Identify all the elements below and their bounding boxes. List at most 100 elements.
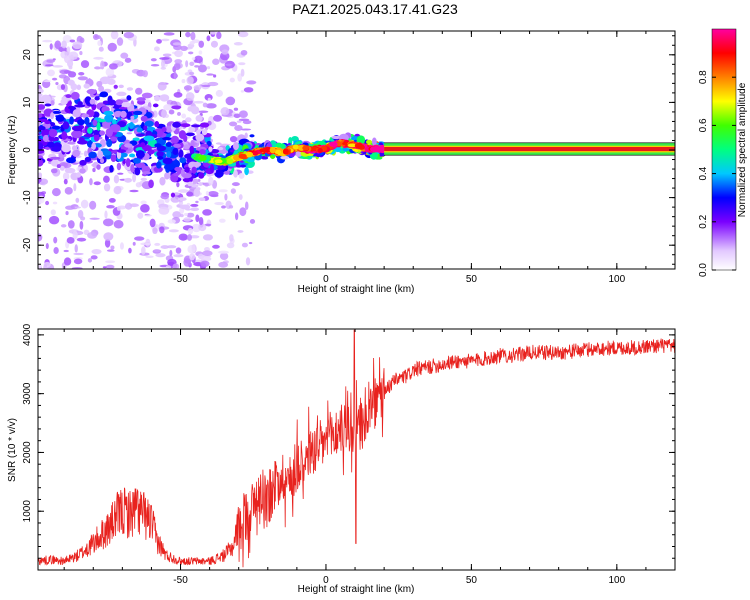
spectrogram-noise-blob xyxy=(152,227,158,235)
spectrogram-energy-blob xyxy=(198,182,203,186)
spectrogram-noise-blob xyxy=(118,84,124,89)
spectrogram-energy-blob xyxy=(49,156,61,160)
spectrogram-noise-blob xyxy=(141,246,146,255)
spectrogram-noise-blob xyxy=(240,68,245,77)
spectrogram-noise-blob xyxy=(156,39,162,44)
spectrogram-noise-blob xyxy=(189,253,196,261)
spectrogram-energy-blob xyxy=(132,110,143,116)
spectrogram-energy-blob xyxy=(109,164,114,173)
spectrogram-energy-blob xyxy=(124,177,133,183)
spectrogram-noise-blob xyxy=(107,42,117,52)
spectrogram-energy-blob xyxy=(214,169,224,178)
spectrogram-noise-blob xyxy=(220,107,230,116)
spectrogram-energy-blob xyxy=(115,99,124,106)
spectrogram-noise-blob xyxy=(175,247,182,254)
spectrogram-noise-blob xyxy=(91,248,102,255)
spectrogram-noise-blob xyxy=(237,31,249,38)
spectrogram-noise-blob xyxy=(198,50,203,55)
spectrogram-noise-blob xyxy=(157,81,167,91)
spectrogram-noise-blob xyxy=(194,65,200,68)
spectrogram-noise-blob xyxy=(186,76,194,85)
spectrogram-energy-blob xyxy=(135,133,145,137)
spectrogram-energy-blob xyxy=(181,172,192,179)
spectrogram-energy-blob xyxy=(159,94,170,102)
spectrogram-energy-blob xyxy=(195,115,203,122)
spectrogram-noise-blob xyxy=(200,260,210,267)
spectrogram-energy-blob xyxy=(143,125,148,131)
spectrogram-noise-blob xyxy=(90,255,98,260)
spectrogram-energy-blob xyxy=(191,184,199,188)
spectrogram-energy-blob xyxy=(135,150,145,159)
spectrogram-noise-blob xyxy=(238,172,245,179)
spectrogram-signal-blob xyxy=(292,145,300,150)
spectrogram-energy-blob xyxy=(162,137,172,141)
spectrogram-noise-blob xyxy=(206,73,214,76)
spectrogram-noise-blob xyxy=(167,219,176,224)
spectrogram-energy-blob xyxy=(59,165,65,171)
spectrogram-noise-blob xyxy=(234,125,243,132)
spectrogram-noise-blob xyxy=(105,260,116,264)
spectrogram-noise-blob xyxy=(174,59,183,64)
spectrogram-energy-blob xyxy=(143,135,155,142)
spectrogram-noise-blob xyxy=(141,92,153,99)
spectrogram-noise-blob xyxy=(93,56,104,60)
spectrogram-energy-blob xyxy=(109,124,121,133)
spectrogram-energy-blob xyxy=(152,103,159,108)
spectrogram-energy-blob xyxy=(206,140,212,147)
spectrogram-noise-blob xyxy=(144,214,152,217)
spectrogram-energy-blob xyxy=(79,168,86,174)
spectrogram-energy-blob xyxy=(99,158,105,164)
spectrogram-energy-blob xyxy=(113,84,118,89)
spectrogram-energy-blob xyxy=(187,181,194,187)
spectrogram-energy-blob xyxy=(97,118,106,123)
spectrogram-noise-blob xyxy=(221,49,229,55)
spectrogram-noise-blob xyxy=(179,214,184,218)
spectrogram-energy-blob xyxy=(261,156,269,160)
spectrogram-energy-blob xyxy=(83,133,95,138)
spectrogram-noise-blob xyxy=(97,40,102,47)
spectrogram-energy-blob xyxy=(105,128,113,137)
spectrogram-noise-blob xyxy=(51,77,58,81)
spectrogram-energy-blob xyxy=(198,172,205,179)
spectrogram-energy-blob xyxy=(136,97,146,102)
spectrogram-noise-blob xyxy=(62,172,70,181)
spectrogram-energy-blob xyxy=(133,157,141,164)
spectrogram-energy-blob xyxy=(110,154,117,162)
spectrogram-noise-blob xyxy=(76,237,87,242)
spectrogram-energy-blob xyxy=(61,131,68,140)
spectrogram-energy-blob xyxy=(154,95,161,102)
snr-frame xyxy=(37,328,676,571)
spectrogram-y-tick-label: 20 xyxy=(22,49,33,61)
spectrogram-noise-blob xyxy=(233,107,239,111)
spectrogram-panel: -50 0 50 100 -20 -10 0 10 20 Height of straight … xyxy=(7,30,676,295)
spectrogram-energy-blob xyxy=(166,151,172,158)
spectrogram-noise-blob xyxy=(183,212,188,217)
spectrogram-energy-blob xyxy=(70,91,80,100)
spectrogram-signal-blob xyxy=(245,151,254,158)
spectrogram-energy-blob xyxy=(142,171,152,175)
spectrogram-noise-blob xyxy=(185,92,195,101)
spectrogram-energy-blob xyxy=(96,80,103,88)
spectrogram-noise-blob xyxy=(132,241,136,246)
spectrogram-noise-blob xyxy=(183,85,193,91)
spectrogram-energy-blob xyxy=(72,109,81,118)
spectrogram-y-tick-label: -20 xyxy=(22,238,33,253)
spectrogram-energy-blob xyxy=(179,204,191,210)
spectrogram-noise-blob xyxy=(204,223,212,227)
spectrogram-noise-blob xyxy=(215,142,222,145)
spectrogram-noise-blob xyxy=(162,53,172,57)
spectrogram-noise-blob xyxy=(134,236,145,241)
spectrogram-energy-blob xyxy=(189,145,195,154)
spectrogram-energy-blob xyxy=(72,150,80,158)
spectrogram-noise-blob xyxy=(183,258,191,267)
spectrogram-noise-blob xyxy=(54,40,62,49)
spectrogram-noise-blob xyxy=(120,52,129,59)
spectrogram-energy-blob xyxy=(119,152,128,158)
spectrogram-noise-blob xyxy=(69,39,76,43)
colorbar-tick-label: 0.0 xyxy=(698,263,709,277)
spectrogram-noise-blob xyxy=(207,191,219,197)
spectrogram-noise-blob xyxy=(213,74,217,78)
spectrogram-noise-blob xyxy=(60,224,67,228)
spectrogram-noise-blob xyxy=(238,110,248,119)
spectrogram-energy-blob xyxy=(192,178,199,184)
